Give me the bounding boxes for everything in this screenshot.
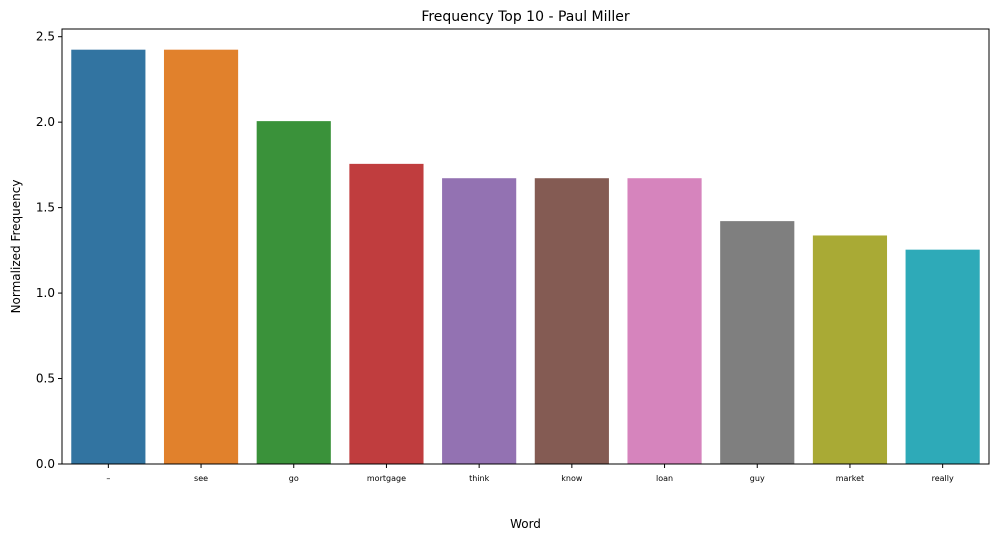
y-axis-label: Normalized Frequency — [9, 180, 23, 314]
x-tick-label: know — [561, 474, 583, 483]
bar-4 — [442, 178, 517, 464]
x-tick-label: see — [194, 474, 208, 483]
x-tick-label: – — [106, 474, 110, 483]
bar-2 — [256, 121, 331, 465]
x-tick-label: market — [836, 474, 864, 483]
y-tick-label: 1.5 — [36, 201, 55, 215]
y-tick-label: 1.0 — [36, 286, 55, 300]
x-tick-label: loan — [656, 474, 673, 483]
chart-title: Frequency Top 10 - Paul Miller — [421, 9, 630, 25]
bars-group — [71, 49, 980, 465]
y-axis-ticks: 0.0 0.5 1.0 1.5 2.0 2.5 — [36, 30, 62, 471]
x-tick-label: really — [932, 474, 954, 483]
x-tick-label: guy — [750, 474, 765, 483]
bar-7 — [720, 221, 795, 464]
bar-3 — [349, 163, 424, 464]
y-tick-label: 0.0 — [36, 457, 55, 471]
y-tick-label: 0.5 — [36, 372, 55, 386]
x-tick-label: mortgage — [367, 474, 406, 483]
bar-8 — [812, 235, 888, 464]
x-axis-label: Word — [510, 517, 541, 531]
bar-5 — [534, 178, 609, 464]
bar-6 — [627, 178, 702, 464]
bar-9 — [905, 249, 980, 464]
axes-frame — [61, 28, 990, 465]
bar-1 — [163, 49, 239, 464]
y-tick-label: 2.5 — [36, 30, 55, 44]
y-tick-label: 2.0 — [36, 115, 55, 129]
x-tick-label: go — [289, 474, 299, 483]
bar-0 — [71, 49, 146, 464]
x-tick-label: think — [469, 474, 490, 483]
x-axis-ticks: – see go mortgage think know loan guy market real… — [106, 464, 954, 483]
